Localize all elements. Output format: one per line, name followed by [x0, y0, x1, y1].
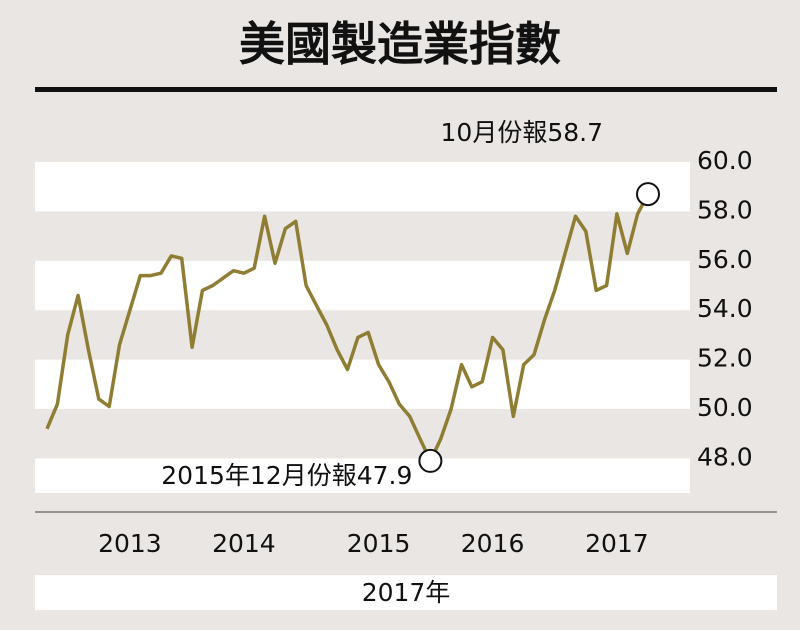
- x-tick-label: 2015: [347, 529, 411, 558]
- x-tick-label: 2017: [585, 529, 649, 558]
- chart-title: 美國製造業指數: [239, 17, 561, 71]
- grid-band: [35, 162, 690, 212]
- x-tick-label: 2013: [98, 529, 162, 558]
- y-tick-label: 54.0: [697, 294, 753, 323]
- bands: [35, 162, 690, 493]
- x-tick-label: 2014: [212, 529, 276, 558]
- footer: 2017年: [362, 578, 451, 607]
- y-tick-label: 60.0: [697, 146, 753, 175]
- grid-band: [35, 359, 690, 410]
- footer-band: [35, 575, 777, 610]
- annotation-low: 2015年12月份報47.9: [161, 461, 412, 490]
- grid-band: [35, 458, 690, 493]
- series-line: [45, 193, 650, 463]
- y-tick-label: 50.0: [697, 393, 753, 422]
- y-tick-label: 48.0: [697, 442, 753, 471]
- last-marker: [636, 182, 660, 207]
- low-marker: [418, 448, 443, 473]
- grid-band: [35, 260, 690, 311]
- y-tick-label: 56.0: [697, 245, 753, 274]
- title-rule: [35, 87, 777, 92]
- y-tick-label: 58.0: [697, 195, 753, 224]
- y-tick-label: 52.0: [697, 344, 753, 373]
- x-tick-label: 2016: [461, 529, 525, 558]
- annotation-last: 10月份報58.7: [441, 118, 603, 147]
